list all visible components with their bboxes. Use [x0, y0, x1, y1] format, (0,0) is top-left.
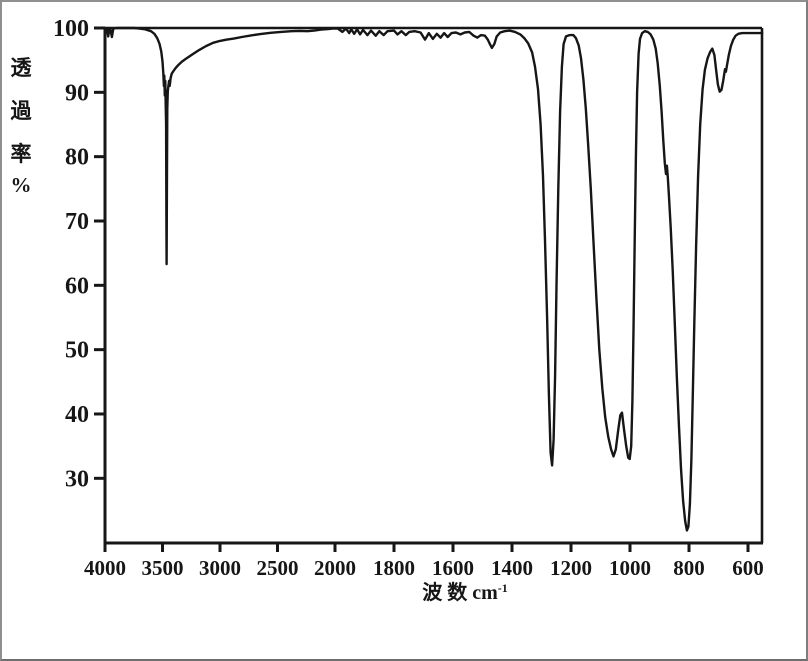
x-tick-label: 1200 [550, 556, 592, 580]
x-tick-label: 800 [673, 556, 705, 580]
y-tick-label: 80 [65, 145, 89, 171]
x-tick-label: 1800 [373, 556, 415, 580]
y-tick-label: 70 [65, 209, 89, 235]
x-tick-label: 3000 [199, 556, 241, 580]
x-tick-label: 2000 [314, 556, 356, 580]
y-axis: 100 90 80 70 60 50 40 30 [53, 16, 105, 492]
x-tick-label: 4000 [84, 556, 126, 580]
x-tick-label: 1000 [609, 556, 651, 580]
spectrum-curve [103, 26, 764, 532]
x-tick-label: 3500 [142, 556, 184, 580]
y-tick-label: 100 [53, 16, 89, 42]
x-tick-label: 2500 [257, 556, 299, 580]
x-tick-label: 1600 [432, 556, 474, 580]
x-axis: 4000 3500 3000 2500 2000 1800 1600 1400 1200 1000… [84, 543, 764, 580]
y-axis-title-char-3: 率 [10, 142, 32, 166]
plot-frame [103, 26, 764, 545]
y-axis-title-char-1: 透 [10, 56, 32, 80]
y-axis-title-char-4: % [10, 173, 32, 197]
y-axis-title-char-2: 過 [10, 99, 32, 123]
y-tick-label: 90 [65, 80, 89, 106]
y-tick-label: 50 [65, 338, 89, 364]
x-axis-title: 波 数 cm-1 [422, 580, 508, 604]
x-tick-label: 1400 [491, 556, 533, 580]
y-tick-label: 30 [65, 466, 89, 492]
y-tick-label: 60 [65, 273, 89, 299]
x-tick-label: 600 [732, 556, 764, 580]
y-tick-label: 40 [65, 402, 89, 428]
x-axis-title-superscript: -1 [498, 581, 508, 595]
spectrum-curve-path [103, 26, 764, 532]
